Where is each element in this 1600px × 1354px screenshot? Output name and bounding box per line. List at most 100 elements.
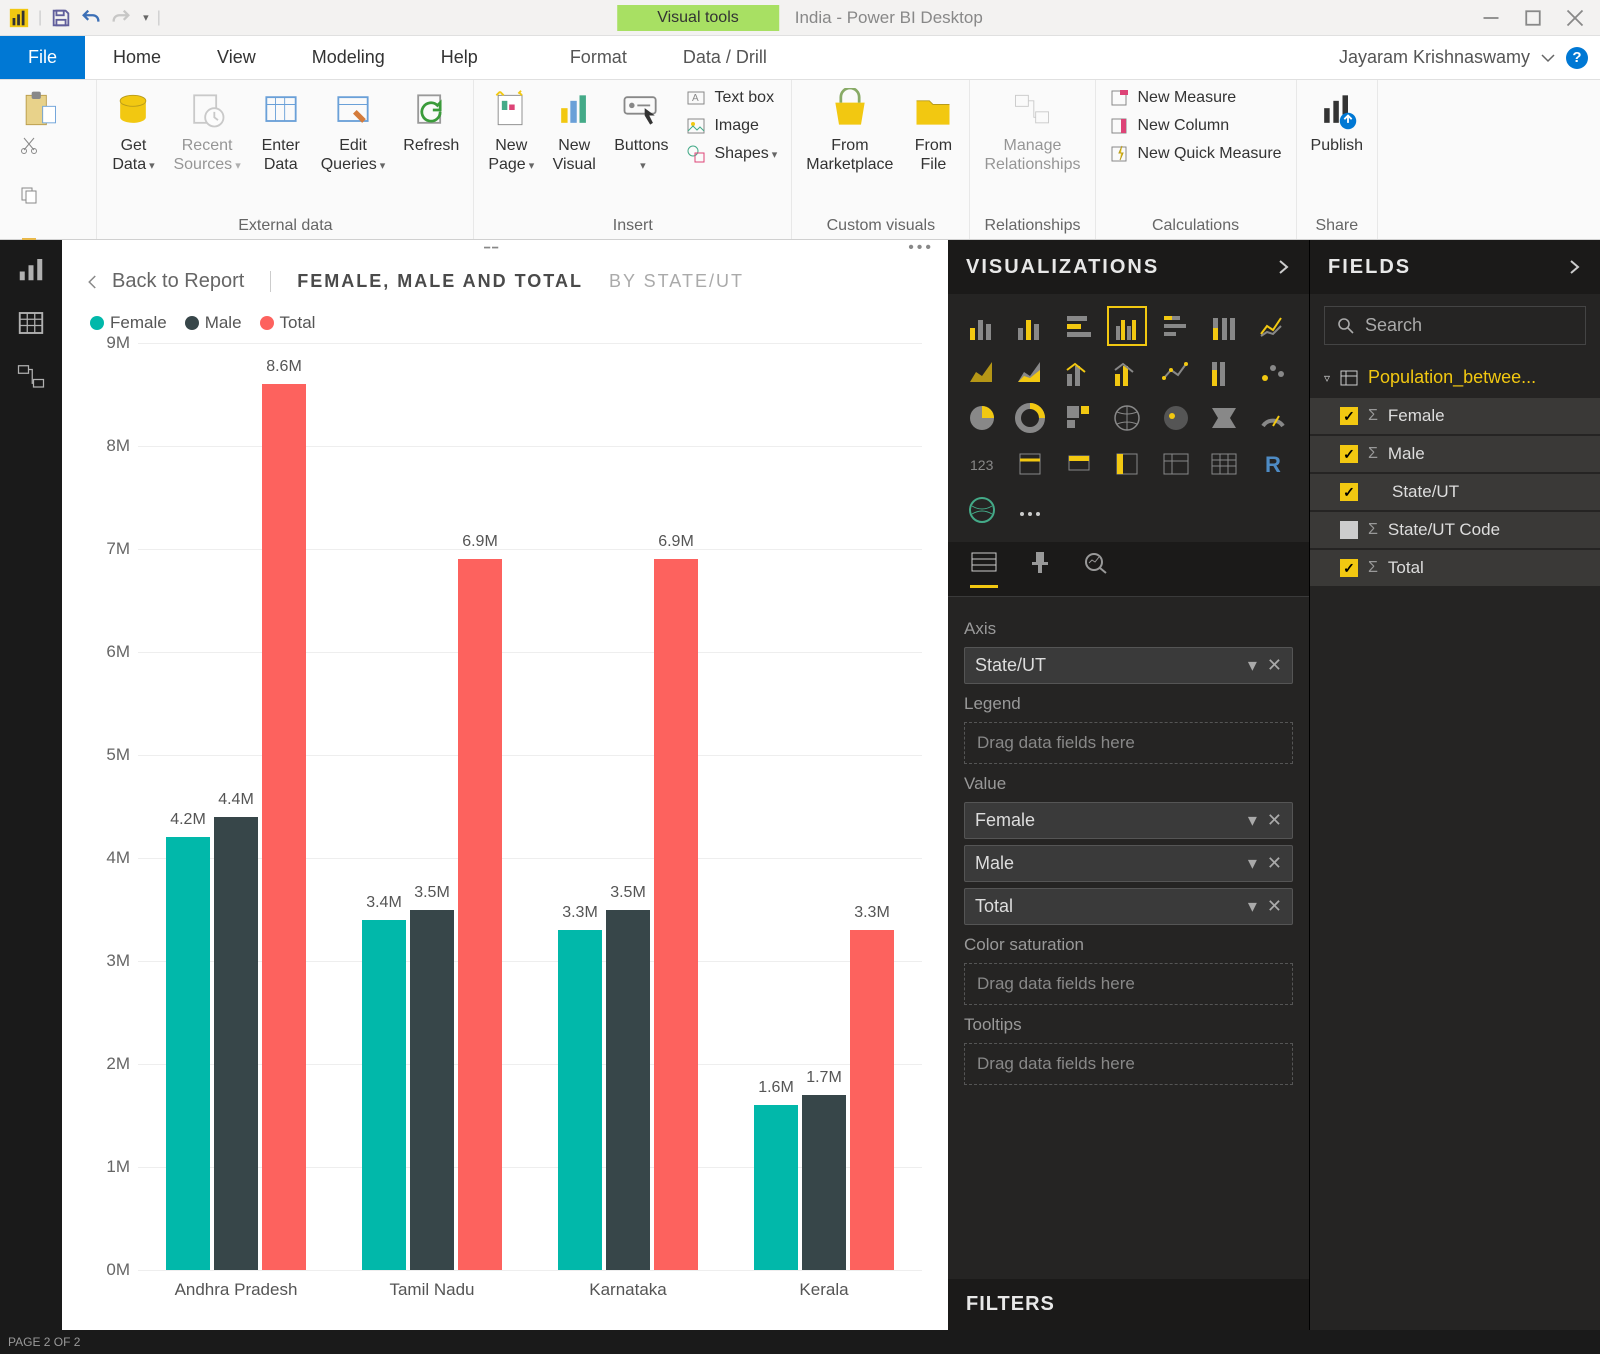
checkbox-icon[interactable]: ✓ <box>1340 407 1358 425</box>
close-icon[interactable] <box>1566 9 1584 27</box>
viz-type-icon[interactable] <box>1012 446 1048 482</box>
bar[interactable]: 4.2M <box>166 837 210 1270</box>
value-pill[interactable]: Total▾✕ <box>964 888 1293 925</box>
viz-type-icon[interactable] <box>1109 400 1145 436</box>
textbox-button[interactable]: AText box <box>686 88 777 108</box>
recent-sources-button[interactable]: RecentSources▾ <box>173 88 240 174</box>
table-node[interactable]: ▿ Population_betwee... <box>1310 357 1600 398</box>
drag-handle-icon[interactable]: ━━ <box>472 243 512 254</box>
viz-type-icon[interactable] <box>1109 308 1145 344</box>
from-marketplace-button[interactable]: FromMarketplace <box>806 88 893 174</box>
chevron-down-icon[interactable]: ▾ <box>1248 896 1257 917</box>
bar[interactable]: 1.7M <box>802 1095 846 1270</box>
get-data-button[interactable]: GetData▾ <box>111 88 155 174</box>
field-item[interactable]: ✓State/UT <box>1310 474 1600 510</box>
viz-type-icon[interactable] <box>1158 354 1194 390</box>
remove-icon[interactable]: ✕ <box>1267 655 1282 676</box>
maximize-icon[interactable] <box>1524 9 1542 27</box>
field-item[interactable]: ✓ΣFemale <box>1310 398 1600 434</box>
chevron-down-icon[interactable]: ▾ <box>1248 655 1257 676</box>
saturation-well[interactable]: Drag data fields here <box>964 963 1293 1005</box>
qat-customize-icon[interactable]: ▾ <box>143 11 149 24</box>
bar[interactable]: 3.4M <box>362 920 406 1270</box>
viz-type-icon[interactable] <box>1206 400 1242 436</box>
minimize-icon[interactable] <box>1482 9 1500 27</box>
cut-icon[interactable] <box>20 136 64 180</box>
viz-type-icon[interactable] <box>1255 400 1291 436</box>
more-options-icon[interactable]: ••• <box>908 240 934 257</box>
viz-type-icon[interactable]: 123 <box>964 446 1000 482</box>
viz-type-icon[interactable] <box>964 308 1000 344</box>
bar[interactable]: 3.3M <box>558 930 602 1270</box>
viz-type-icon[interactable] <box>1061 354 1097 390</box>
viz-type-icon[interactable] <box>1109 446 1145 482</box>
viz-type-icon[interactable] <box>964 492 1000 528</box>
new-measure-button[interactable]: New Measure <box>1110 88 1282 108</box>
viz-type-icon[interactable] <box>1158 308 1194 344</box>
checkbox-icon[interactable]: ✓ <box>1340 559 1358 577</box>
bar[interactable]: 8.6M <box>262 384 306 1270</box>
remove-icon[interactable]: ✕ <box>1267 853 1282 874</box>
analytics-tab-icon[interactable] <box>1082 550 1110 588</box>
redo-icon[interactable] <box>110 7 132 29</box>
field-item[interactable]: ΣState/UT Code <box>1310 512 1600 548</box>
data-view-icon[interactable] <box>16 308 46 338</box>
model-view-icon[interactable] <box>16 362 46 392</box>
publish-button[interactable]: Publish <box>1311 88 1363 155</box>
viz-type-icon[interactable] <box>1012 308 1048 344</box>
manage-relationships-button[interactable]: ManageRelationships <box>984 88 1080 174</box>
bar[interactable]: 3.5M <box>606 910 650 1271</box>
remove-icon[interactable]: ✕ <box>1267 810 1282 831</box>
help-icon[interactable]: ? <box>1566 47 1588 69</box>
viz-type-icon[interactable] <box>1012 492 1048 528</box>
chevron-right-icon[interactable] <box>1277 260 1291 274</box>
viz-type-icon[interactable] <box>1061 308 1097 344</box>
chevron-right-icon[interactable] <box>1568 260 1582 274</box>
shapes-button[interactable]: Shapes▾ <box>686 144 777 164</box>
viz-type-icon[interactable] <box>1109 354 1145 390</box>
enter-data-button[interactable]: EnterData <box>259 88 303 174</box>
checkbox-icon[interactable] <box>1340 521 1358 539</box>
tab-format[interactable]: Format <box>542 36 655 79</box>
new-page-button[interactable]: NewPage▾ <box>488 88 534 174</box>
tab-help[interactable]: Help <box>413 36 506 79</box>
fields-tab-icon[interactable] <box>970 550 998 588</box>
tab-file[interactable]: File <box>0 36 85 79</box>
edit-queries-button[interactable]: EditQueries▾ <box>321 88 386 174</box>
viz-type-icon[interactable] <box>1255 308 1291 344</box>
tooltips-well[interactable]: Drag data fields here <box>964 1043 1293 1085</box>
tab-datadrill[interactable]: Data / Drill <box>655 36 795 79</box>
value-pill[interactable]: Female▾✕ <box>964 802 1293 839</box>
chevron-down-icon[interactable]: ▾ <box>1248 853 1257 874</box>
user-area[interactable]: Jayaram Krishnaswamy ? <box>1339 36 1600 79</box>
report-view-icon[interactable] <box>16 254 46 284</box>
viz-type-icon[interactable] <box>1061 400 1097 436</box>
field-item[interactable]: ✓ΣMale <box>1310 436 1600 472</box>
from-file-button[interactable]: FromFile <box>911 88 955 174</box>
new-column-button[interactable]: New Column <box>1110 116 1282 136</box>
tab-modeling[interactable]: Modeling <box>284 36 413 79</box>
remove-icon[interactable]: ✕ <box>1267 896 1282 917</box>
bar[interactable]: 6.9M <box>654 559 698 1270</box>
bar[interactable]: 1.6M <box>754 1105 798 1270</box>
bar[interactable]: 4.4M <box>214 817 258 1270</box>
viz-type-icon[interactable] <box>964 400 1000 436</box>
bar[interactable]: 6.9M <box>458 559 502 1270</box>
save-icon[interactable] <box>50 7 72 29</box>
chevron-down-icon[interactable]: ▾ <box>1248 810 1257 831</box>
new-visual-button[interactable]: NewVisual <box>552 88 596 174</box>
field-item[interactable]: ✓ΣTotal <box>1310 550 1600 586</box>
tab-home[interactable]: Home <box>85 36 189 79</box>
axis-pill[interactable]: State/UT▾✕ <box>964 647 1293 684</box>
viz-type-icon[interactable]: R <box>1255 446 1291 482</box>
image-button[interactable]: Image <box>686 116 777 136</box>
viz-type-icon[interactable] <box>1012 354 1048 390</box>
checkbox-icon[interactable]: ✓ <box>1340 445 1358 463</box>
bar[interactable]: 3.5M <box>410 910 454 1271</box>
bar[interactable]: 3.3M <box>850 930 894 1270</box>
new-quick-measure-button[interactable]: New Quick Measure <box>1110 144 1282 164</box>
checkbox-icon[interactable]: ✓ <box>1340 483 1358 501</box>
legend-well[interactable]: Drag data fields here <box>964 722 1293 764</box>
viz-type-icon[interactable] <box>1061 446 1097 482</box>
viz-type-icon[interactable] <box>1206 354 1242 390</box>
